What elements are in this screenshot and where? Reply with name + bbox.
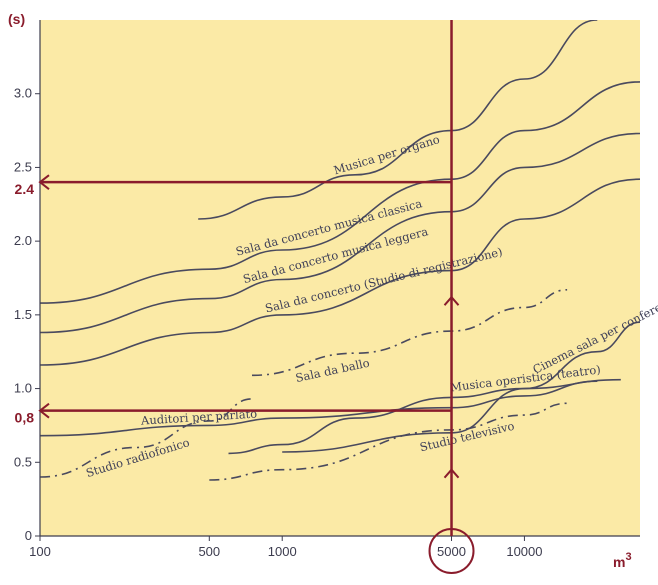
left-arrowhead-0 xyxy=(38,174,50,190)
series-line-2 xyxy=(40,132,640,334)
series-line-0 xyxy=(198,20,598,220)
curves-layer xyxy=(40,20,640,481)
plot-area xyxy=(40,20,640,536)
y-tick-label: 2.5 xyxy=(14,159,32,174)
x-unit-label: m3 xyxy=(613,551,632,570)
x-tick-label: 10000 xyxy=(506,544,542,559)
x-tick-label: 100 xyxy=(29,544,51,559)
series-line-7 xyxy=(228,378,621,455)
highlight-x-circle xyxy=(428,528,475,574)
y-tick-label: 0.5 xyxy=(14,454,32,469)
x-tick-label: 5000 xyxy=(437,544,466,559)
x-tick-label: 500 xyxy=(198,544,220,559)
series-line-5 xyxy=(40,380,598,437)
y-tick-label: 3.0 xyxy=(14,86,32,101)
highlight-y-label-1: 0,8 xyxy=(15,410,35,426)
series-line-9 xyxy=(209,402,568,481)
y-tick-label: 0 xyxy=(25,528,32,543)
series-line-4 xyxy=(251,289,568,377)
left-arrowhead-1 xyxy=(38,402,50,419)
y-unit-label: (s) xyxy=(8,11,25,27)
annotation-layer: 2.4 0,8 xyxy=(15,20,475,574)
up-arrowhead xyxy=(443,468,460,479)
y-tick-label: 1.5 xyxy=(14,307,32,322)
series-line-8 xyxy=(282,321,640,453)
y-tick-label: 2.0 xyxy=(14,233,32,248)
y-tick-label: 1.0 xyxy=(14,381,32,396)
series-line-3 xyxy=(40,178,640,366)
up-arrowhead xyxy=(443,295,460,306)
highlight-y-label-0: 2.4 xyxy=(15,181,35,197)
series-line-1 xyxy=(40,81,640,304)
series-line-6 xyxy=(40,398,253,478)
x-tick-label: 1000 xyxy=(268,544,297,559)
axes-layer: 0 0.5 1.0 1.5 2.0 2.5 3.0 100 500 1000 5000 10000 xyxy=(14,20,640,559)
